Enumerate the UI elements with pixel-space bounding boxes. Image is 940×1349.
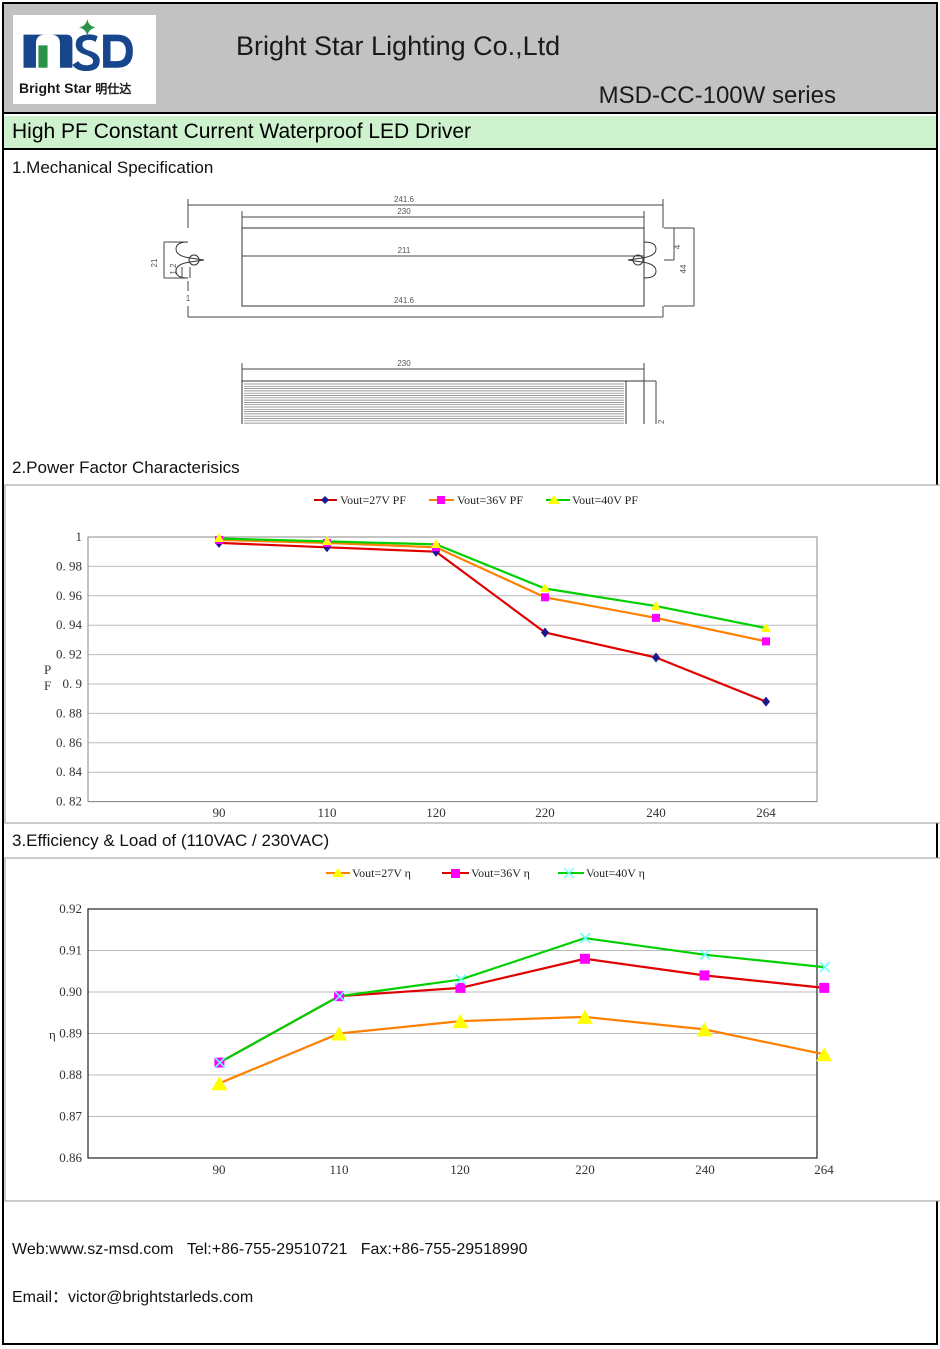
svg-text:110: 110: [317, 805, 336, 820]
svg-text:4: 4: [673, 244, 682, 249]
svg-text:0. 9: 0. 9: [63, 676, 83, 691]
svg-text:120: 120: [426, 805, 446, 820]
svg-text:90: 90: [213, 1162, 226, 1177]
svg-text:0.89: 0.89: [59, 1026, 82, 1041]
svg-text:0. 98: 0. 98: [56, 558, 82, 573]
svg-text:211: 211: [398, 246, 411, 255]
svg-text:1: 1: [76, 529, 83, 544]
svg-text:0.91: 0.91: [59, 943, 82, 958]
svg-text:264: 264: [814, 1162, 834, 1177]
svg-text:0. 88: 0. 88: [56, 705, 82, 720]
svg-text:1.2: 1.2: [169, 263, 178, 275]
svg-text:Vout=27V η: Vout=27V η: [352, 866, 411, 880]
svg-text:Vout=27V PF: Vout=27V PF: [340, 493, 406, 507]
svg-text:0.87: 0.87: [59, 1109, 82, 1124]
svg-text:90: 90: [213, 805, 226, 820]
svg-text:1: 1: [186, 294, 191, 303]
svg-text:230: 230: [397, 359, 411, 368]
svg-text:21: 21: [150, 258, 159, 267]
svg-text:241.6: 241.6: [394, 296, 415, 305]
svg-text:220: 220: [575, 1162, 595, 1177]
svg-text:Vout=36V η: Vout=36V η: [471, 866, 530, 880]
svg-text:0. 96: 0. 96: [56, 588, 83, 603]
svg-text:0.90: 0.90: [59, 984, 82, 999]
svg-text:241.6: 241.6: [394, 195, 415, 204]
svg-text:230: 230: [397, 207, 411, 216]
svg-text:0.88: 0.88: [59, 1067, 82, 1082]
svg-text:44: 44: [679, 264, 688, 273]
svg-text:0. 84: 0. 84: [56, 764, 83, 779]
svg-text:Vout=40V η: Vout=40V η: [586, 866, 645, 880]
svg-text:32: 32: [657, 419, 666, 424]
svg-text:220: 220: [535, 805, 555, 820]
svg-text:110: 110: [329, 1162, 348, 1177]
svg-text:240: 240: [646, 805, 666, 820]
svg-text:0.86: 0.86: [59, 1150, 82, 1165]
svg-text:0. 94: 0. 94: [56, 617, 83, 632]
svg-text:F: F: [44, 678, 51, 693]
svg-text:Vout=40V PF: Vout=40V PF: [572, 493, 638, 507]
svg-text:120: 120: [450, 1162, 470, 1177]
svg-text:P: P: [44, 662, 51, 677]
svg-text:264: 264: [756, 805, 776, 820]
svg-text:0. 92: 0. 92: [56, 647, 82, 662]
svg-text:Vout=36V PF: Vout=36V PF: [457, 493, 523, 507]
svg-text:0. 86: 0. 86: [56, 735, 83, 750]
svg-text:240: 240: [695, 1162, 715, 1177]
svg-text:0.92: 0.92: [59, 901, 82, 916]
svg-text:0. 82: 0. 82: [56, 794, 82, 809]
svg-text:η: η: [49, 1027, 56, 1042]
